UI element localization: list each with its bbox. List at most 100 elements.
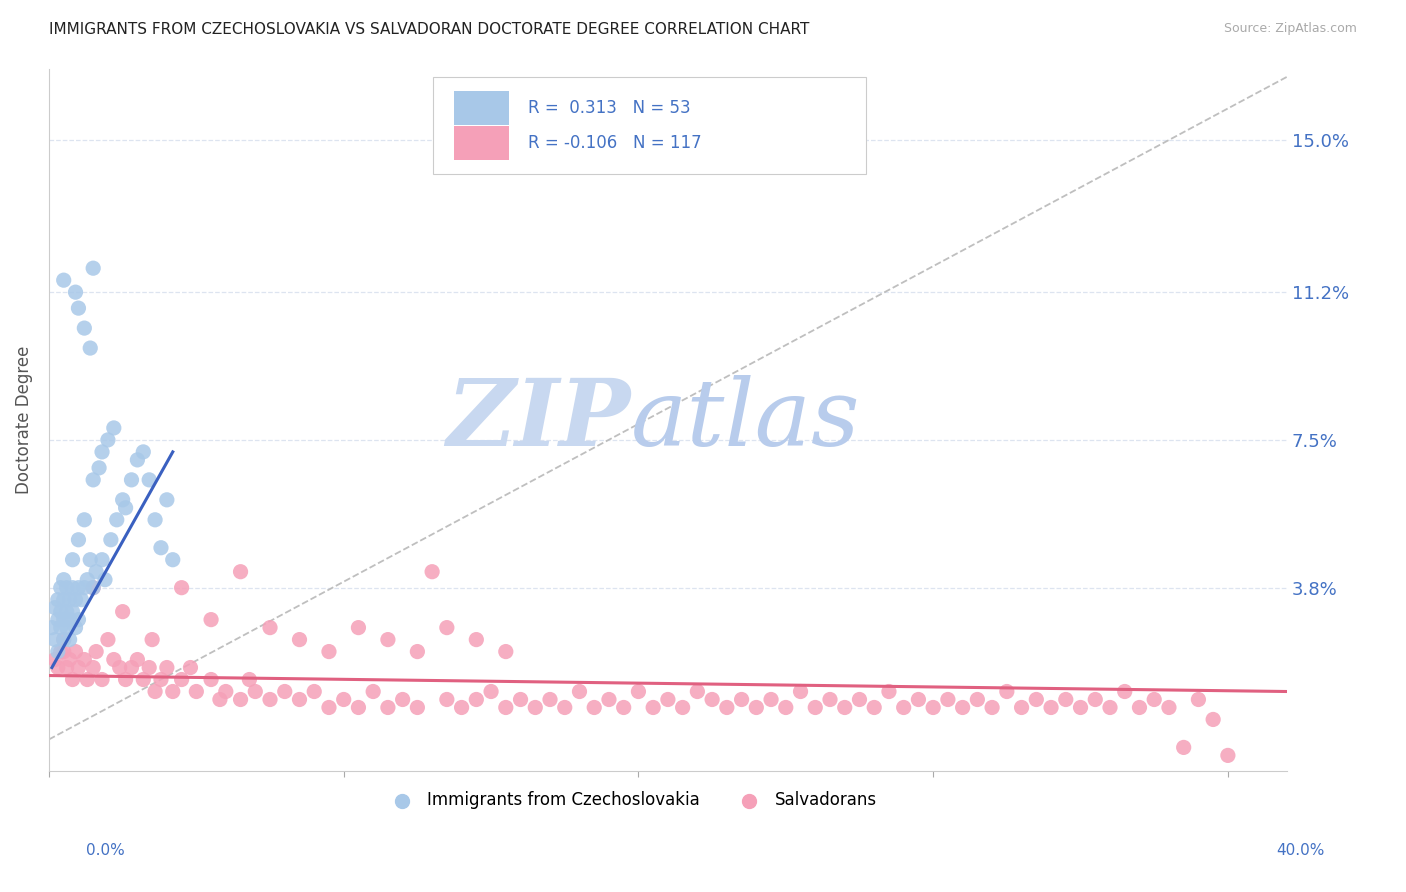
Point — [745, 700, 768, 714]
Point — [1187, 692, 1209, 706]
Point — [67, 660, 90, 674]
Point — [52, 632, 75, 647]
Point — [103, 652, 125, 666]
Point — [82, 581, 104, 595]
Point — [65, 592, 87, 607]
Point — [347, 700, 370, 714]
Point — [132, 673, 155, 687]
Point — [465, 692, 488, 706]
Point — [818, 692, 841, 706]
Point — [495, 700, 517, 714]
Point — [361, 684, 384, 698]
Point — [598, 692, 620, 706]
Point — [121, 473, 143, 487]
Point — [97, 433, 120, 447]
Point — [82, 660, 104, 674]
Point — [76, 573, 98, 587]
Point — [509, 692, 531, 706]
Point — [436, 692, 458, 706]
Point — [55, 605, 77, 619]
Point — [82, 581, 104, 595]
Point — [347, 621, 370, 635]
Text: IMMIGRANTS FROM CZECHOSLOVAKIA VS SALVADORAN DOCTORATE DEGREE CORRELATION CHART: IMMIGRANTS FROM CZECHOSLOVAKIA VS SALVAD… — [49, 22, 810, 37]
Point — [479, 684, 502, 698]
Point — [1128, 700, 1150, 714]
Point — [94, 573, 117, 587]
Point — [132, 445, 155, 459]
Point — [87, 461, 110, 475]
Point — [952, 700, 974, 714]
Point — [103, 421, 125, 435]
Point — [46, 644, 69, 658]
Point — [62, 552, 84, 566]
Point — [44, 632, 66, 647]
Point — [55, 581, 77, 595]
Point — [127, 652, 149, 666]
Point — [672, 700, 695, 714]
Point — [318, 700, 340, 714]
Y-axis label: Doctorate Degree: Doctorate Degree — [15, 346, 32, 494]
Point — [59, 652, 82, 666]
Point — [1084, 692, 1107, 706]
Point — [922, 700, 945, 714]
Point — [288, 632, 311, 647]
Text: atlas: atlas — [631, 375, 860, 465]
Point — [1202, 713, 1225, 727]
Point — [114, 673, 136, 687]
Point — [775, 700, 797, 714]
Point — [759, 692, 782, 706]
Point — [100, 533, 122, 547]
Point — [789, 684, 811, 698]
Point — [67, 613, 90, 627]
Point — [170, 581, 193, 595]
Point — [73, 321, 96, 335]
Point — [179, 660, 201, 674]
Point — [936, 692, 959, 706]
FancyBboxPatch shape — [433, 77, 866, 174]
Point — [863, 700, 886, 714]
Point — [46, 660, 69, 674]
Point — [1054, 692, 1077, 706]
Point — [52, 273, 75, 287]
Point — [1025, 692, 1047, 706]
Point — [52, 592, 75, 607]
Point — [91, 673, 114, 687]
Point — [613, 700, 636, 714]
Point — [55, 660, 77, 674]
Point — [62, 581, 84, 595]
Point — [259, 692, 281, 706]
Point — [84, 565, 107, 579]
Point — [52, 632, 75, 647]
Point — [1040, 700, 1063, 714]
Point — [44, 652, 66, 666]
Point — [59, 632, 82, 647]
Point — [259, 621, 281, 635]
Point — [41, 621, 63, 635]
Point — [495, 644, 517, 658]
Point — [200, 613, 222, 627]
Point — [49, 581, 72, 595]
Point — [848, 692, 870, 706]
Point — [834, 700, 856, 714]
Point — [67, 581, 90, 595]
Bar — [454, 91, 509, 125]
Text: R = -0.106   N = 117: R = -0.106 N = 117 — [529, 134, 702, 152]
Point — [73, 581, 96, 595]
Point — [138, 660, 160, 674]
Point — [149, 673, 172, 687]
Legend: Immigrants from Czechoslovakia, Salvadorans: Immigrants from Czechoslovakia, Salvador… — [378, 784, 883, 816]
Point — [121, 660, 143, 674]
Point — [804, 700, 827, 714]
Point — [73, 652, 96, 666]
Point — [162, 684, 184, 698]
Point — [643, 700, 665, 714]
Point — [49, 605, 72, 619]
Point — [52, 573, 75, 587]
Text: 0.0%: 0.0% — [86, 843, 125, 858]
Point — [245, 684, 267, 698]
Point — [55, 621, 77, 635]
Point — [143, 684, 166, 698]
Point — [1216, 748, 1239, 763]
Point — [229, 692, 252, 706]
Text: ZIP: ZIP — [447, 375, 631, 465]
